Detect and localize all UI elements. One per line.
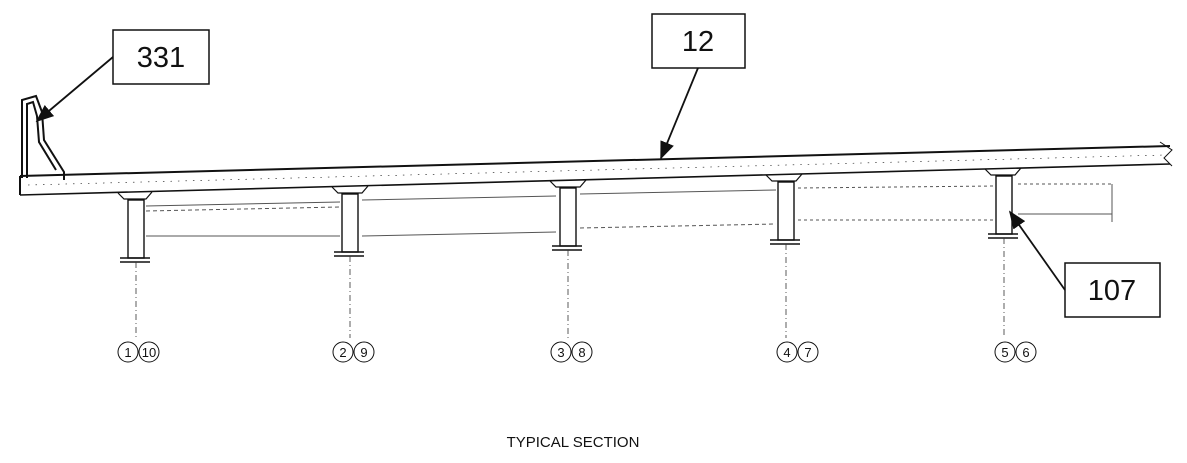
girder-line-label: 10 [142,345,156,360]
girder-line-label: 9 [360,345,367,360]
girder-line-label: 2 [339,345,346,360]
girder-line-label: 5 [1001,345,1008,360]
bubble-pair-1: 1 10 [117,341,160,363]
deck-haunches [117,167,1022,200]
girder-line-label: 3 [557,345,564,360]
callout-12: 12 [651,13,746,160]
girder-1 [120,199,150,263]
girder-line-label: 1 [124,345,131,360]
girder-line-label: 6 [1022,345,1029,360]
bubble-pair-3: 3 8 [550,341,593,363]
callout-107-label: 107 [1088,275,1136,307]
girder-3 [552,187,582,251]
callout-331: 331 [35,29,210,123]
concrete-barrier [21,94,65,180]
callout-12-label: 12 [682,26,714,58]
girder-5 [988,175,1018,239]
bubble-pair-4: 4 7 [776,341,819,363]
girder-2 [334,193,364,257]
deck-slab [19,141,1173,196]
callout-331-label: 331 [137,42,185,74]
bubble-pair-2: 2 9 [332,341,375,363]
callout-107: 107 [1008,210,1161,318]
girder-line-label: 7 [804,345,811,360]
girder-4 [770,181,800,245]
girder-line-label: 8 [578,345,585,360]
girder-line-bubbles: 1 10 2 9 3 8 4 7 5 6 [117,341,1037,363]
steel-girders [120,175,1018,263]
girder-centerlines [135,238,1005,338]
section-title: TYPICAL SECTION [507,434,640,451]
bubble-pair-5: 5 6 [994,341,1037,363]
cross-frames [145,183,1113,237]
girder-line-label: 4 [783,345,790,360]
